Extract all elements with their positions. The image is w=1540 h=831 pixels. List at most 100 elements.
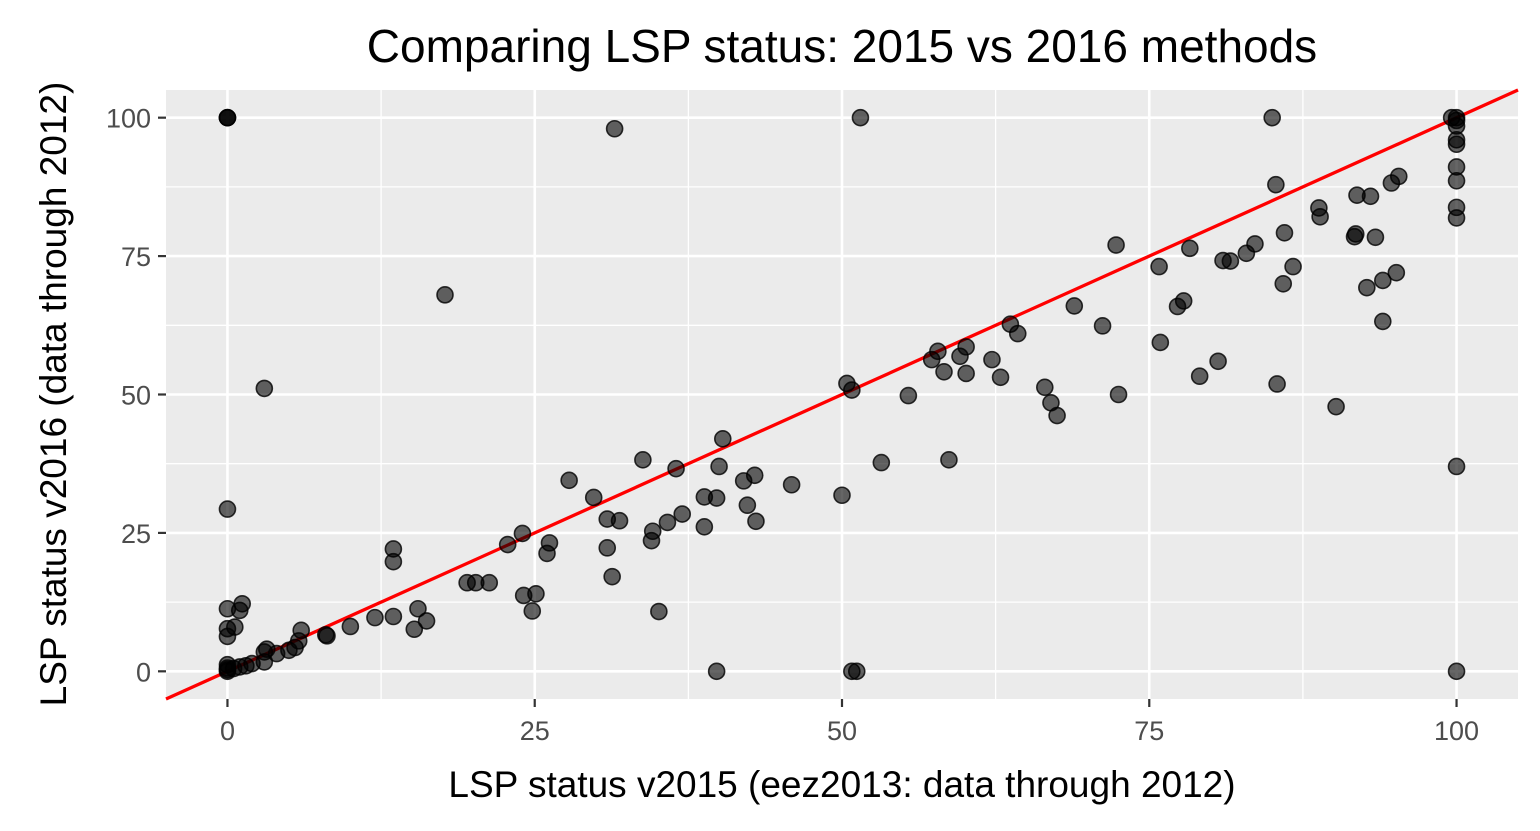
y-tick-label: 50 <box>121 381 151 411</box>
data-point <box>833 486 851 505</box>
x-tick-label: 25 <box>520 716 550 746</box>
data-point <box>605 119 624 138</box>
data-point <box>1174 292 1193 310</box>
x-tick-label: 50 <box>827 716 857 746</box>
data-point <box>957 364 975 383</box>
data-point <box>1387 263 1406 282</box>
chart-title: Comparing LSP status: 2015 vs 2016 metho… <box>367 20 1317 72</box>
data-point <box>218 108 237 127</box>
data-point <box>417 612 436 630</box>
data-point <box>255 379 274 398</box>
data-point <box>318 627 336 645</box>
data-point <box>523 602 542 620</box>
y-tick-label: 25 <box>121 519 151 549</box>
data-point <box>384 552 403 571</box>
data-points <box>218 108 1466 681</box>
data-point <box>940 451 958 469</box>
axis-ticks <box>158 116 1458 707</box>
data-point <box>498 535 517 554</box>
data-point <box>1036 378 1054 397</box>
data-point <box>747 512 765 531</box>
x-tick-label: 75 <box>1134 716 1164 746</box>
data-point <box>643 522 662 541</box>
data-point <box>899 386 918 405</box>
data-point <box>233 594 252 613</box>
data-point <box>673 505 692 523</box>
data-point <box>1374 312 1392 331</box>
data-point <box>218 500 237 518</box>
data-point <box>983 350 1001 369</box>
data-point <box>341 617 360 636</box>
data-point <box>384 607 403 626</box>
data-point <box>610 511 629 530</box>
data-point <box>935 363 953 381</box>
x-axis-title: LSP status v2015 (eez2013: data through … <box>448 764 1235 805</box>
data-point <box>1358 278 1376 297</box>
data-point <box>695 518 714 536</box>
data-point <box>1048 406 1066 425</box>
data-point <box>872 453 891 472</box>
data-point <box>1447 171 1466 190</box>
data-point <box>1246 235 1264 253</box>
data-point <box>1268 375 1286 393</box>
data-point <box>1263 108 1281 127</box>
data-point <box>480 573 499 592</box>
data-point <box>745 466 764 485</box>
data-point <box>650 602 668 621</box>
data-point <box>634 451 652 469</box>
data-point <box>1346 225 1365 243</box>
data-point <box>289 632 308 650</box>
data-point <box>1366 228 1385 247</box>
data-point <box>929 342 947 361</box>
data-point <box>409 599 427 618</box>
data-point <box>255 653 274 671</box>
data-point <box>1181 239 1199 258</box>
data-point <box>658 513 677 532</box>
data-point <box>1361 187 1380 206</box>
data-point <box>1447 457 1466 476</box>
data-point <box>1275 224 1294 242</box>
y-tick-labels: 0 25 50 75 100 <box>106 104 151 688</box>
data-point <box>405 620 424 639</box>
data-point <box>1190 367 1209 386</box>
data-point <box>1267 175 1285 194</box>
data-point <box>707 489 726 507</box>
data-point <box>527 585 545 603</box>
data-point <box>584 488 603 507</box>
data-point <box>1447 662 1466 681</box>
data-point <box>560 471 578 490</box>
y-axis-title: LSP status v2016 (data through 2012) <box>33 82 74 707</box>
reference-line-y-equals-x <box>165 88 1519 701</box>
data-point <box>1151 333 1170 352</box>
x-tick-labels: 0 25 50 75 100 <box>220 716 1479 746</box>
data-point <box>598 539 617 557</box>
data-point <box>1447 209 1466 227</box>
data-point <box>538 544 556 563</box>
data-point <box>1274 274 1293 293</box>
data-point <box>713 429 732 448</box>
data-point <box>738 496 757 515</box>
data-point <box>1093 317 1112 335</box>
data-point <box>603 567 621 586</box>
data-point <box>1008 324 1027 343</box>
data-point <box>226 618 244 636</box>
data-point <box>1389 167 1408 186</box>
data-point <box>1374 271 1392 290</box>
x-tick-label: 0 <box>220 716 235 746</box>
data-point <box>782 475 801 494</box>
data-point <box>1221 252 1240 270</box>
data-point <box>1284 257 1302 276</box>
data-point <box>1447 135 1466 154</box>
data-point <box>667 459 685 478</box>
y-tick-label: 0 <box>136 657 151 687</box>
data-point <box>957 338 975 356</box>
data-point <box>1311 207 1329 226</box>
data-point <box>710 457 728 476</box>
data-point <box>1209 352 1227 371</box>
data-point <box>1327 397 1345 416</box>
data-point <box>1150 257 1168 276</box>
data-point <box>991 368 1010 387</box>
data-point <box>513 524 532 543</box>
y-tick-label: 100 <box>106 104 151 134</box>
